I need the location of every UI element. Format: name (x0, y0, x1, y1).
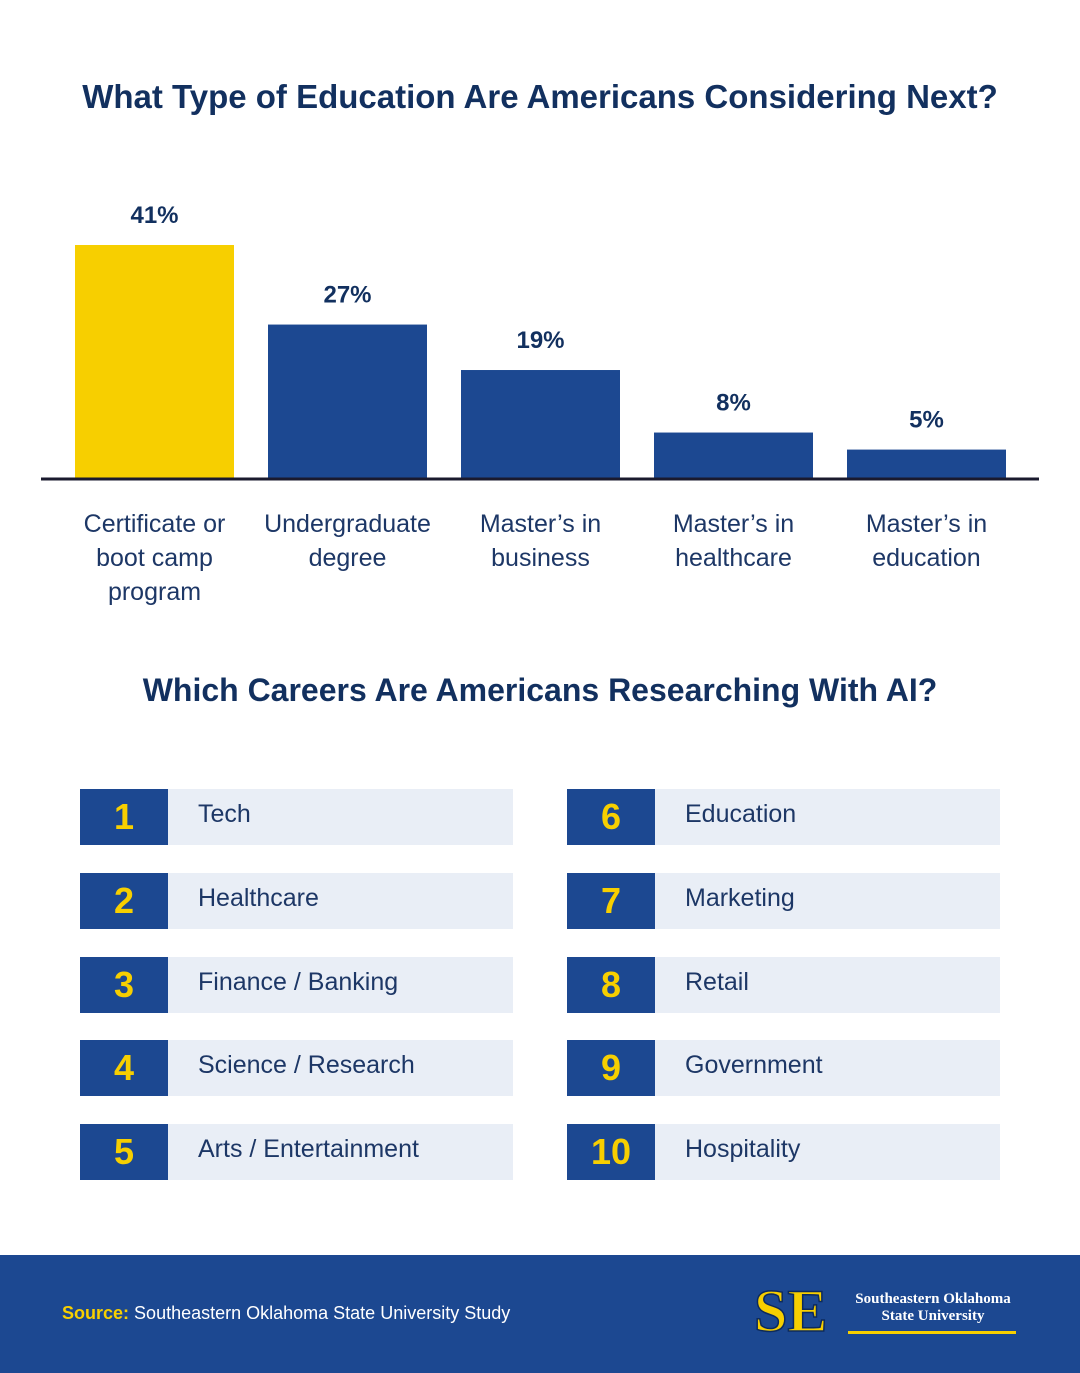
careers-title: Which Careers Are Americans Researching … (142, 672, 938, 708)
source-prefix: Source: (62, 1303, 130, 1323)
career-label: Hospitality (655, 1124, 1000, 1180)
career-label: Marketing (655, 873, 1000, 929)
category-label-4: Master’s in education (866, 510, 987, 572)
bar-3 (654, 432, 813, 478)
career-label: Government (655, 1040, 1000, 1096)
career-row: 5 Arts / Entertainment (80, 1124, 513, 1180)
value-label-0: 41% (130, 202, 178, 229)
category-label-2: Master’s in business (480, 510, 601, 572)
career-row: 3 Finance / Banking (80, 957, 513, 1013)
career-label: Tech (168, 789, 513, 845)
logo-mark-text: SE (754, 1279, 827, 1344)
category-label-1: Undergraduate degree (264, 510, 431, 572)
logo-line-2: State University (881, 1308, 985, 1324)
value-label-4: 5% (909, 407, 944, 434)
career-label: Arts / Entertainment (168, 1124, 513, 1180)
career-rank: 1 (80, 789, 168, 845)
logo-underline (848, 1331, 1016, 1334)
career-label: Retail (655, 957, 1000, 1013)
career-row: 6 Education (567, 789, 1000, 845)
career-rank: 8 (567, 957, 655, 1013)
bar-1 (268, 324, 427, 478)
source-note: Source: Southeastern Oklahoma State Univ… (62, 1303, 510, 1324)
university-logo: SE Southeastern Oklahoma State Universit… (752, 1277, 1022, 1351)
career-row: 8 Retail (567, 957, 1000, 1013)
career-row: 10 Hospitality (567, 1124, 1000, 1180)
career-label: Finance / Banking (168, 957, 513, 1013)
career-rank: 9 (567, 1040, 655, 1096)
se-monogram-icon: SE (753, 1277, 828, 1345)
career-label: Healthcare (168, 873, 513, 929)
footer: Source: Southeastern Oklahoma State Univ… (0, 1255, 1080, 1373)
value-label-1: 27% (323, 282, 371, 309)
category-label-3: Master’s in healthcare (673, 510, 794, 572)
bar-4 (847, 449, 1006, 478)
source-text: Southeastern Oklahoma State University S… (134, 1303, 511, 1323)
value-label-2: 19% (516, 327, 564, 354)
career-rank: 5 (80, 1124, 168, 1180)
chart-title: What Type of Education Are Americans Con… (82, 78, 998, 115)
career-row: 9 Government (567, 1040, 1000, 1096)
bar-0 (75, 245, 234, 478)
education-bar-chart: 41% Certificate or boot camp program 27% Unde… (41, 202, 1039, 606)
career-row: 4 Science / Research (80, 1040, 513, 1096)
career-rank: 4 (80, 1040, 168, 1096)
career-rank: 2 (80, 873, 168, 929)
career-label: Science / Research (168, 1040, 513, 1096)
career-rank: 3 (80, 957, 168, 1013)
career-row: 2 Healthcare (80, 873, 513, 929)
career-rank: 7 (567, 873, 655, 929)
career-label: Education (655, 789, 1000, 845)
bar-2 (461, 370, 620, 478)
logo-line-1: Southeastern Oklahoma (855, 1291, 1011, 1307)
career-rank: 10 (567, 1124, 655, 1180)
value-label-3: 8% (716, 390, 751, 417)
logo-wordmark: Southeastern Oklahoma State University (848, 1291, 1018, 1325)
career-rank: 6 (567, 789, 655, 845)
career-row: 1 Tech (80, 789, 513, 845)
category-label-0: Certificate or boot camp program (84, 510, 226, 606)
career-row: 7 Marketing (567, 873, 1000, 929)
